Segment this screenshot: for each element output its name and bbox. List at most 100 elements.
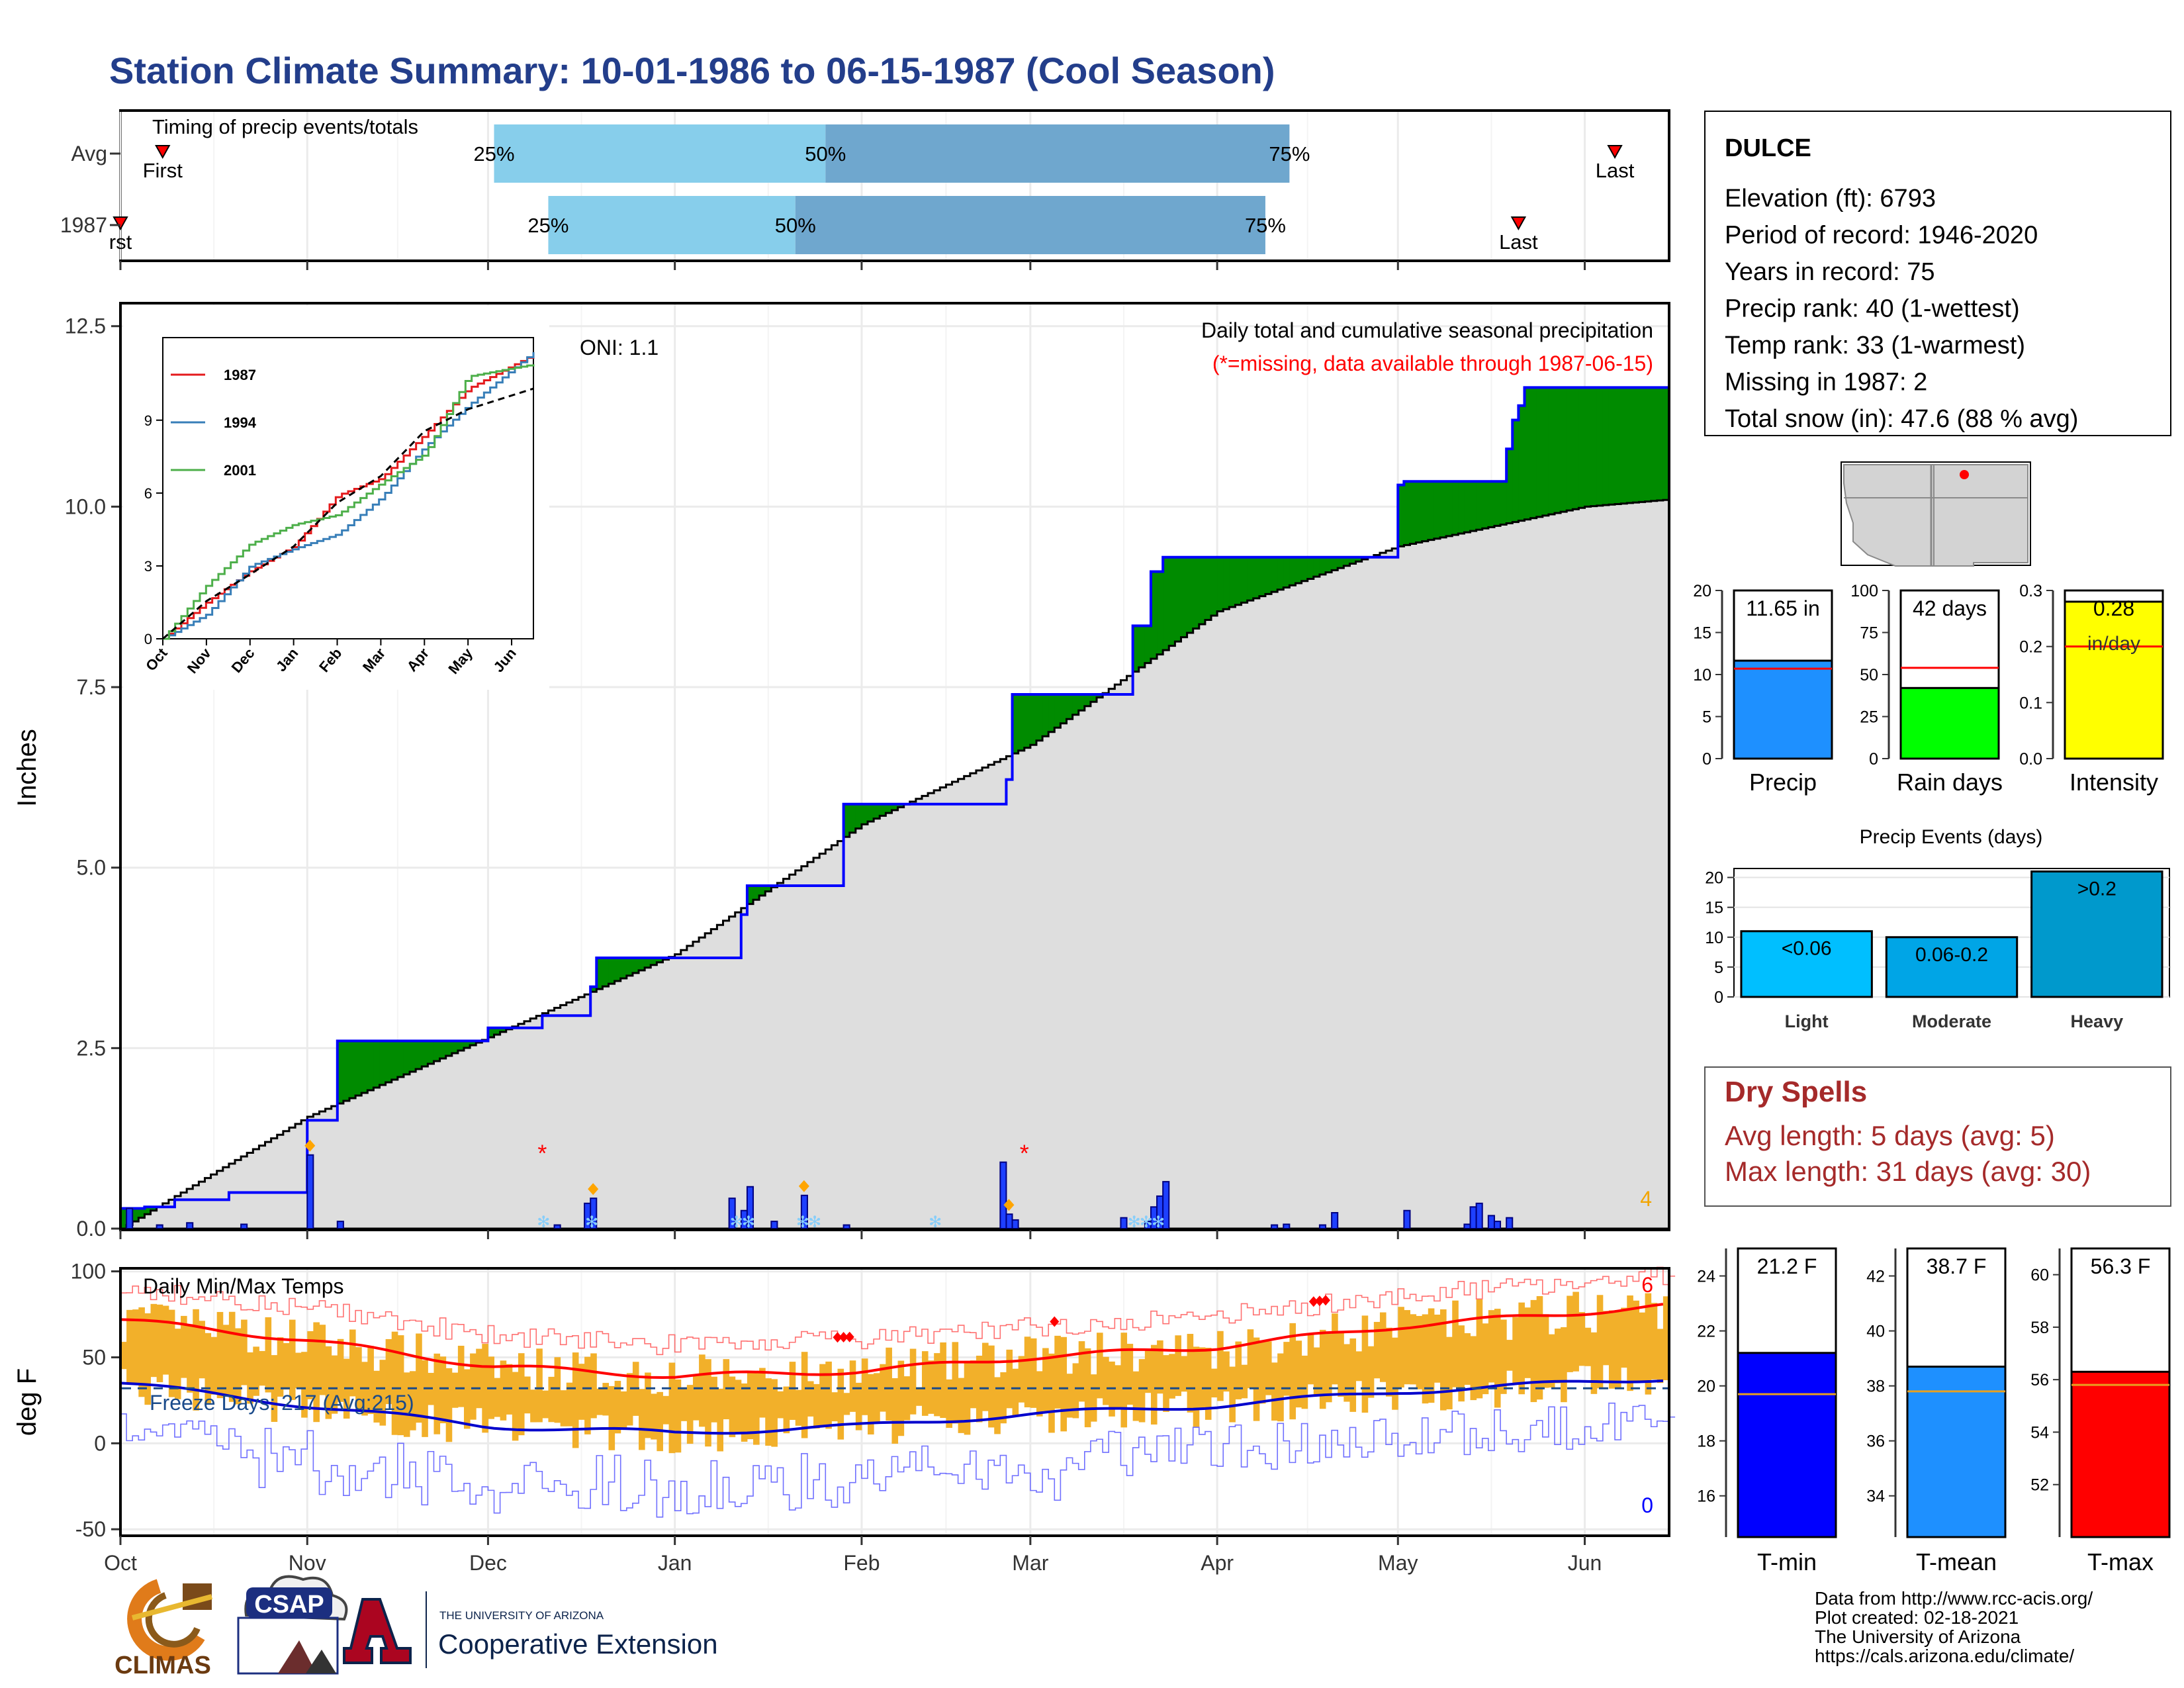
above-avg-fill (349, 1041, 356, 1098)
daily-temp-bar (445, 1368, 453, 1442)
daily-temp-bar (331, 1355, 338, 1414)
daily-temp-bar (837, 1368, 844, 1440)
ua-small-text: THE UNIVERSITY OF ARIZONA (439, 1609, 604, 1622)
daily-temp-bar (1548, 1334, 1555, 1388)
daily-temp-bar (403, 1372, 410, 1437)
locator-map (1841, 461, 2031, 567)
daily-temp-bar (711, 1376, 717, 1423)
daily-temp-bar (1596, 1295, 1604, 1389)
daily-temp-bar (1379, 1312, 1387, 1382)
mini-bar-category: Intensity (2070, 769, 2158, 796)
timing-p75-label: 75% (1245, 214, 1286, 237)
daily-temp-bar (216, 1311, 224, 1399)
daily-temp-bar (132, 1309, 139, 1385)
above-avg-fill (144, 1207, 152, 1215)
daily-temp-bar (150, 1303, 158, 1378)
above-avg-fill (614, 958, 621, 982)
above-avg-fill (1054, 694, 1061, 728)
daily-temp-bar (874, 1373, 880, 1423)
precip-annotation-title: Daily total and cumulative seasonal prec… (1201, 318, 1653, 342)
above-avg-fill (1042, 694, 1049, 737)
timing-bar-q1 (494, 124, 826, 183)
daily-temp-bar (819, 1364, 826, 1427)
above-avg-fill (1404, 481, 1411, 545)
daily-temp-bar (602, 1383, 610, 1416)
daily-temp-bar (422, 1360, 428, 1437)
daily-temp-bar (1512, 1317, 1519, 1385)
above-avg-fill (1657, 387, 1664, 501)
trace-marker: ✻ (742, 1213, 755, 1231)
daily-temp-bar (886, 1347, 892, 1421)
daily-temp-bar (1012, 1368, 1019, 1416)
daily-temp-bar (674, 1379, 682, 1453)
precip-corner-count: 4 (1640, 1187, 1652, 1211)
above-avg-fill (1500, 481, 1507, 525)
daily-temp-bar (1567, 1295, 1573, 1372)
timing-first-label: rst (109, 230, 132, 254)
mini-y-tick-label: 15 (1693, 624, 1711, 643)
observed-cumulative-line (120, 386, 1669, 1210)
above-avg-fill (1398, 485, 1404, 547)
y-tick-label: 5.0 (77, 856, 106, 880)
average-cumulative-area (120, 498, 1670, 1230)
above-avg-fill (1072, 694, 1079, 715)
station-location-dot (1960, 470, 1969, 479)
daily-temp-bar (1440, 1309, 1447, 1411)
daily-temp-bar (1500, 1319, 1507, 1394)
mini-bar-value (1899, 686, 2000, 760)
daily-temp-bar (958, 1378, 965, 1433)
above-avg-fill (1536, 387, 1543, 517)
above-avg-fill (855, 804, 862, 829)
above-avg-fill (626, 958, 633, 976)
daily-precip-bar (1463, 1223, 1471, 1230)
daily-temp-bar (1217, 1331, 1224, 1401)
daily-temp-bar (1115, 1365, 1121, 1408)
timing-bar-q2 (825, 124, 1290, 183)
mini-temp-y-tick-label: 34 (1866, 1487, 1885, 1506)
above-avg-fill (132, 1208, 139, 1222)
above-avg-fill (1488, 481, 1495, 528)
inset-y-tick-label: 9 (144, 412, 152, 429)
daily-temp-bar (1247, 1329, 1254, 1389)
timing-last-marker (1607, 145, 1623, 160)
mini-temp-y-tick-label: 42 (1866, 1268, 1885, 1286)
trace-marker: ✻ (1128, 1213, 1141, 1231)
daily-temp-bar (277, 1337, 284, 1397)
daily-temp-bar (1054, 1335, 1061, 1409)
daily-temp-bar (1494, 1309, 1501, 1408)
above-avg-fill (1241, 557, 1248, 603)
daily-precip-bar (1120, 1217, 1128, 1229)
missing-marker: * (537, 1140, 547, 1167)
daily-temp-bar (1361, 1315, 1369, 1413)
mini-y-tick-label: 20 (1693, 582, 1711, 600)
daily-precip-bar (336, 1221, 344, 1229)
daily-temp-bar (680, 1387, 688, 1421)
x-tick-label: Feb (843, 1551, 880, 1575)
above-avg-fill (1584, 387, 1592, 507)
freeze-days-label: Freeze Days: 217 (Avg:215) (150, 1391, 414, 1415)
daily-temp-bar (265, 1317, 272, 1393)
above-avg-fill (1464, 481, 1471, 533)
daily-temp-bar (199, 1321, 205, 1379)
events-bar-category: Moderate (1912, 1011, 1991, 1031)
above-avg-fill (416, 1041, 422, 1069)
daily-temp-bar (222, 1325, 230, 1397)
above-avg-fill (602, 958, 610, 987)
timing-p50-label: 50% (805, 142, 846, 165)
daily-temp-bar (1132, 1371, 1140, 1421)
record-high-marker (844, 1331, 854, 1342)
above-avg-fill (1223, 557, 1230, 610)
daily-temp-bar (880, 1364, 886, 1412)
mini-temp-y-tick-label: 56 (2030, 1371, 2049, 1389)
daily-temp-bar (771, 1379, 778, 1447)
daily-precip-bar (126, 1207, 134, 1230)
station-info-line: Total snow (in): 47.6 (88 % avg) (1725, 405, 2078, 433)
daily-temp-bar (355, 1347, 362, 1411)
above-avg-fill (337, 1041, 344, 1103)
daily-temp-bar (1030, 1338, 1037, 1408)
snow-marker (1003, 1199, 1015, 1211)
above-avg-fill (1319, 557, 1326, 575)
timing-last-label: Last (1499, 230, 1538, 254)
above-avg-fill (1024, 694, 1031, 748)
above-avg-fill (1326, 557, 1332, 573)
